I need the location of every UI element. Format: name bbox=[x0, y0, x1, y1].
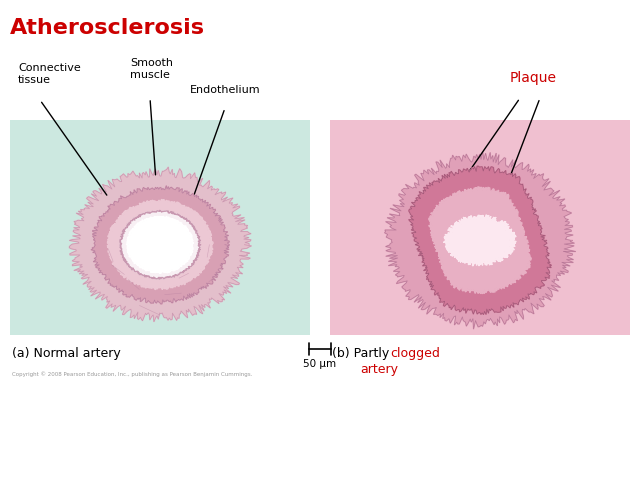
Text: clogged: clogged bbox=[390, 347, 440, 360]
Text: (a) Normal artery: (a) Normal artery bbox=[12, 347, 121, 360]
Polygon shape bbox=[385, 152, 576, 329]
Text: Connective
tissue: Connective tissue bbox=[18, 62, 81, 85]
Text: Atherosclerosis: Atherosclerosis bbox=[10, 18, 205, 38]
Text: (b) Partly: (b) Partly bbox=[332, 347, 393, 360]
Polygon shape bbox=[444, 215, 516, 266]
Text: artery: artery bbox=[360, 362, 398, 375]
Bar bbox=[10, 120, 310, 335]
Bar bbox=[330, 120, 630, 335]
Polygon shape bbox=[429, 187, 531, 294]
Polygon shape bbox=[91, 186, 229, 304]
Polygon shape bbox=[126, 216, 194, 274]
Text: Copyright © 2008 Pearson Education, Inc., publishing as Pearson Benjamin Cumming: Copyright © 2008 Pearson Education, Inc.… bbox=[12, 371, 252, 377]
Polygon shape bbox=[107, 200, 213, 289]
Text: Endothelium: Endothelium bbox=[190, 85, 260, 95]
Text: Plaque: Plaque bbox=[510, 71, 557, 85]
Text: 50 μm: 50 μm bbox=[303, 359, 337, 369]
Polygon shape bbox=[409, 166, 552, 314]
Text: Smooth
muscle: Smooth muscle bbox=[130, 58, 173, 80]
Polygon shape bbox=[69, 167, 252, 322]
Polygon shape bbox=[120, 210, 200, 279]
